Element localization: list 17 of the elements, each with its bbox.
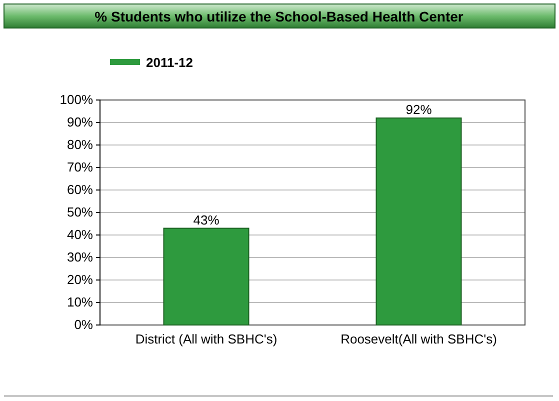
text: 92%: [406, 102, 432, 117]
y-tick-label: 0%: [74, 317, 94, 332]
y-tick-label: 90%: [66, 114, 94, 130]
y-tick-label: 10%: [66, 294, 94, 310]
legend-label: 2011-12: [146, 55, 193, 70]
y-tick-label: 70%: [66, 160, 94, 175]
x-tick-label: District (All with SBHC's): [135, 332, 278, 347]
chart-title: % Students who utilize the School-Based Health Center: [94, 8, 464, 24]
y-tick-label: 30%: [66, 250, 94, 265]
y-tick-label: 80%: [66, 137, 94, 152]
y-tick-label: 20%: [66, 272, 94, 288]
y-tick-label: 40%: [66, 227, 94, 242]
y-tick-label: 100%: [60, 92, 94, 108]
x-tick-label: Roosevelt(All with SBHC's): [340, 332, 497, 347]
y-tick-label: 50%: [66, 204, 94, 220]
text: 43%: [193, 212, 220, 228]
y-tick-label: 60%: [66, 182, 94, 198]
